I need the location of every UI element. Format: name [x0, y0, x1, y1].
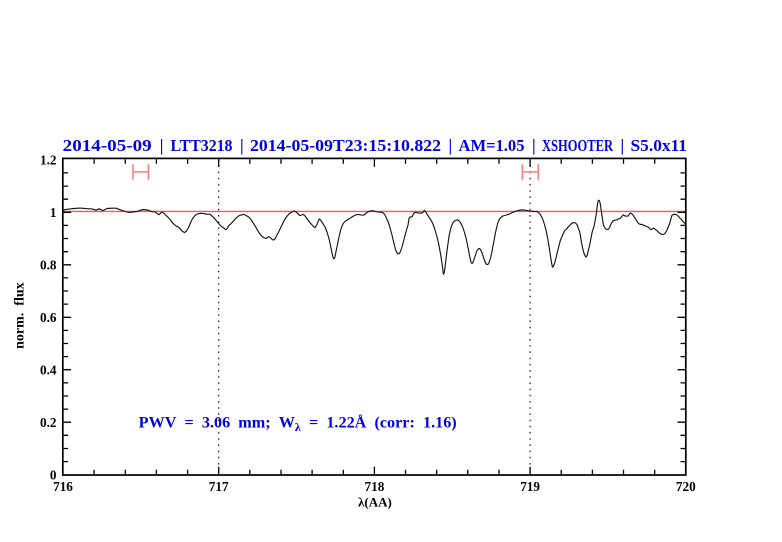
svg-text:0.2: 0.2	[40, 415, 57, 430]
svg-text:0: 0	[50, 468, 57, 483]
svg-text:S5.0x11: S5.0x11	[631, 136, 688, 155]
svg-text:2014-05-09T23:15:10.822: 2014-05-09T23:15:10.822	[250, 136, 441, 155]
svg-text:717: 717	[209, 479, 229, 494]
svg-text:XSHOOTER: XSHOOTER	[542, 136, 614, 155]
svg-text:LTT3218: LTT3218	[171, 136, 233, 155]
svg-text:716: 716	[53, 479, 73, 494]
svg-text:718: 718	[365, 479, 385, 494]
svg-text:720: 720	[676, 479, 696, 494]
svg-text:AM=1.05: AM=1.05	[459, 136, 525, 155]
svg-text:0.8: 0.8	[40, 258, 57, 273]
svg-text:0.4: 0.4	[40, 363, 57, 378]
svg-text:1: 1	[50, 205, 57, 220]
svg-text:λ(AA): λ(AA)	[358, 495, 392, 510]
svg-text:|: |	[240, 136, 244, 155]
svg-text:|: |	[532, 136, 536, 155]
svg-text:2014-05-09: 2014-05-09	[63, 136, 152, 155]
svg-text:719: 719	[520, 479, 540, 494]
svg-text:PWV = 3.06 mm; Wλ = 1.22: PWV = 3.06 mm; Wλ = 1.22Å (corr: 1.16)	[139, 414, 457, 435]
svg-text:norm. flux: norm. flux	[13, 282, 28, 349]
svg-text:|: |	[449, 136, 453, 155]
svg-text:|: |	[621, 136, 625, 155]
svg-text:1.2: 1.2	[40, 153, 57, 168]
svg-text:|: |	[160, 136, 164, 155]
svg-text:0.6: 0.6	[40, 310, 57, 325]
